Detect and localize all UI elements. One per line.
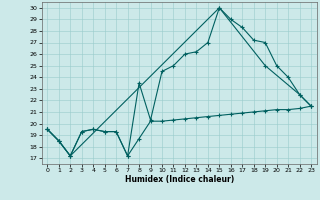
X-axis label: Humidex (Indice chaleur): Humidex (Indice chaleur) <box>124 175 234 184</box>
